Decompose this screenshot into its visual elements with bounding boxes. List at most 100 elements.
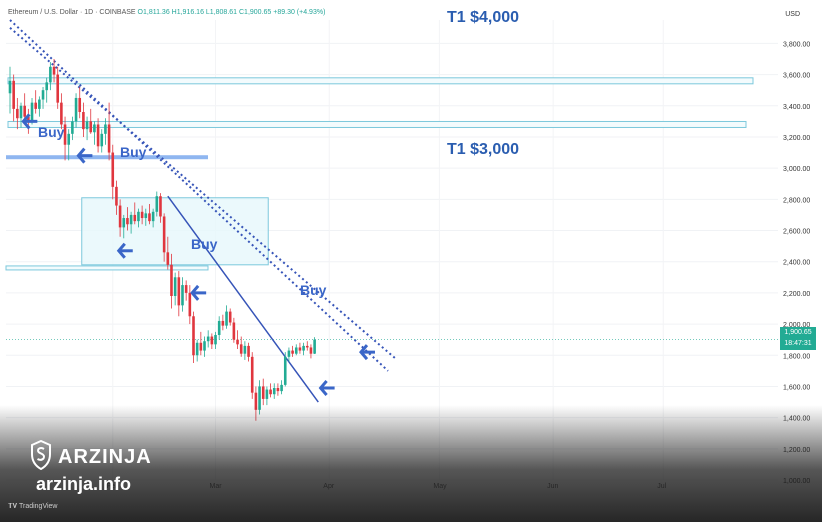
candle	[250, 352, 254, 399]
candle	[63, 116, 67, 161]
descending-trendline	[167, 195, 319, 403]
candle-body	[100, 133, 104, 147]
candle-body	[96, 124, 100, 147]
candle	[56, 66, 60, 109]
candle-body	[78, 97, 82, 112]
candle	[247, 342, 250, 362]
candle	[232, 317, 236, 343]
candle	[162, 213, 166, 262]
candle-body	[122, 218, 126, 228]
candle-body	[82, 112, 85, 130]
candle	[144, 208, 148, 226]
candle	[82, 102, 85, 137]
buy-arrow-head	[190, 284, 200, 301]
y-tick-label: 3,400.00	[783, 104, 810, 111]
candle	[243, 341, 247, 360]
candle-body	[12, 80, 15, 109]
candle-body	[126, 218, 129, 225]
candle-body	[228, 311, 232, 323]
candle	[122, 214, 126, 239]
candle	[298, 342, 302, 354]
candle	[166, 236, 170, 270]
candle-body	[41, 90, 45, 100]
y-tick-label: 2,200.00	[783, 291, 810, 298]
candle-body	[236, 339, 239, 345]
candle-body	[115, 186, 118, 206]
brand-name: ARZINJA	[58, 446, 152, 468]
candle-body	[155, 196, 159, 212]
candle-body	[16, 108, 19, 119]
candle-body	[199, 342, 203, 351]
support-resistance-levels	[5, 77, 778, 340]
candle-body	[206, 336, 210, 342]
candle-body	[181, 285, 184, 306]
candle-body	[34, 102, 37, 109]
candle	[151, 208, 155, 228]
buy-arrow-icon	[21, 113, 38, 130]
y-tick-label: 3,200.00	[783, 135, 810, 142]
candle	[16, 97, 19, 130]
candle	[137, 208, 140, 228]
candle	[49, 62, 52, 91]
candle	[159, 193, 162, 223]
candle	[291, 345, 294, 357]
candle	[239, 336, 243, 357]
candle	[217, 316, 221, 340]
candle	[199, 331, 203, 356]
candle-body	[144, 213, 148, 219]
candle-body	[148, 213, 151, 222]
candle-body	[173, 277, 177, 296]
buy-arrow-icon	[190, 284, 207, 301]
candle-body	[261, 386, 265, 399]
candle-body	[250, 356, 254, 393]
candle-body	[104, 124, 107, 134]
zone-boxes	[81, 197, 269, 266]
candle-body	[210, 336, 214, 345]
candle	[126, 207, 129, 231]
candle	[287, 347, 291, 362]
candle-body	[19, 105, 23, 119]
candle-body	[56, 74, 60, 103]
candle-body	[74, 97, 78, 122]
candle-body	[111, 152, 115, 187]
candle	[133, 202, 137, 225]
candle	[309, 344, 313, 359]
candle-body	[192, 316, 195, 356]
candle-body	[272, 388, 276, 395]
candles	[8, 58, 316, 421]
buy-arrow-head	[116, 242, 126, 259]
candle	[313, 337, 316, 355]
buy-arrow-icon	[318, 380, 335, 396]
brand-overlay	[0, 405, 822, 522]
candle	[8, 66, 12, 114]
y-tick-label: 3,800.00	[783, 41, 810, 48]
candle	[34, 90, 37, 114]
candle-body	[188, 292, 192, 317]
candle	[19, 102, 23, 128]
brand-website: arzinja.info	[36, 474, 132, 494]
candle	[188, 285, 192, 325]
candle-body	[129, 214, 133, 225]
candle	[184, 280, 188, 301]
candle-body	[203, 341, 206, 351]
candle-body	[291, 350, 294, 354]
candle	[221, 314, 225, 331]
candle	[12, 74, 15, 122]
candle	[111, 144, 115, 200]
candle-body	[52, 66, 56, 75]
candle	[236, 330, 239, 350]
candle-body	[60, 102, 63, 125]
candle-body	[309, 347, 313, 354]
candle-body	[85, 121, 89, 130]
candle	[118, 199, 122, 237]
y-tick-label: 1,800.00	[783, 353, 810, 360]
candle-body	[195, 342, 199, 356]
dotted-trendline	[9, 19, 389, 372]
y-tick-label: 3,000.00	[783, 166, 810, 173]
candle-body	[287, 350, 291, 357]
target-3000-label: T1 $3,000	[447, 141, 520, 158]
candle-body	[258, 386, 261, 410]
candle	[89, 108, 93, 134]
candle-body	[151, 211, 155, 222]
